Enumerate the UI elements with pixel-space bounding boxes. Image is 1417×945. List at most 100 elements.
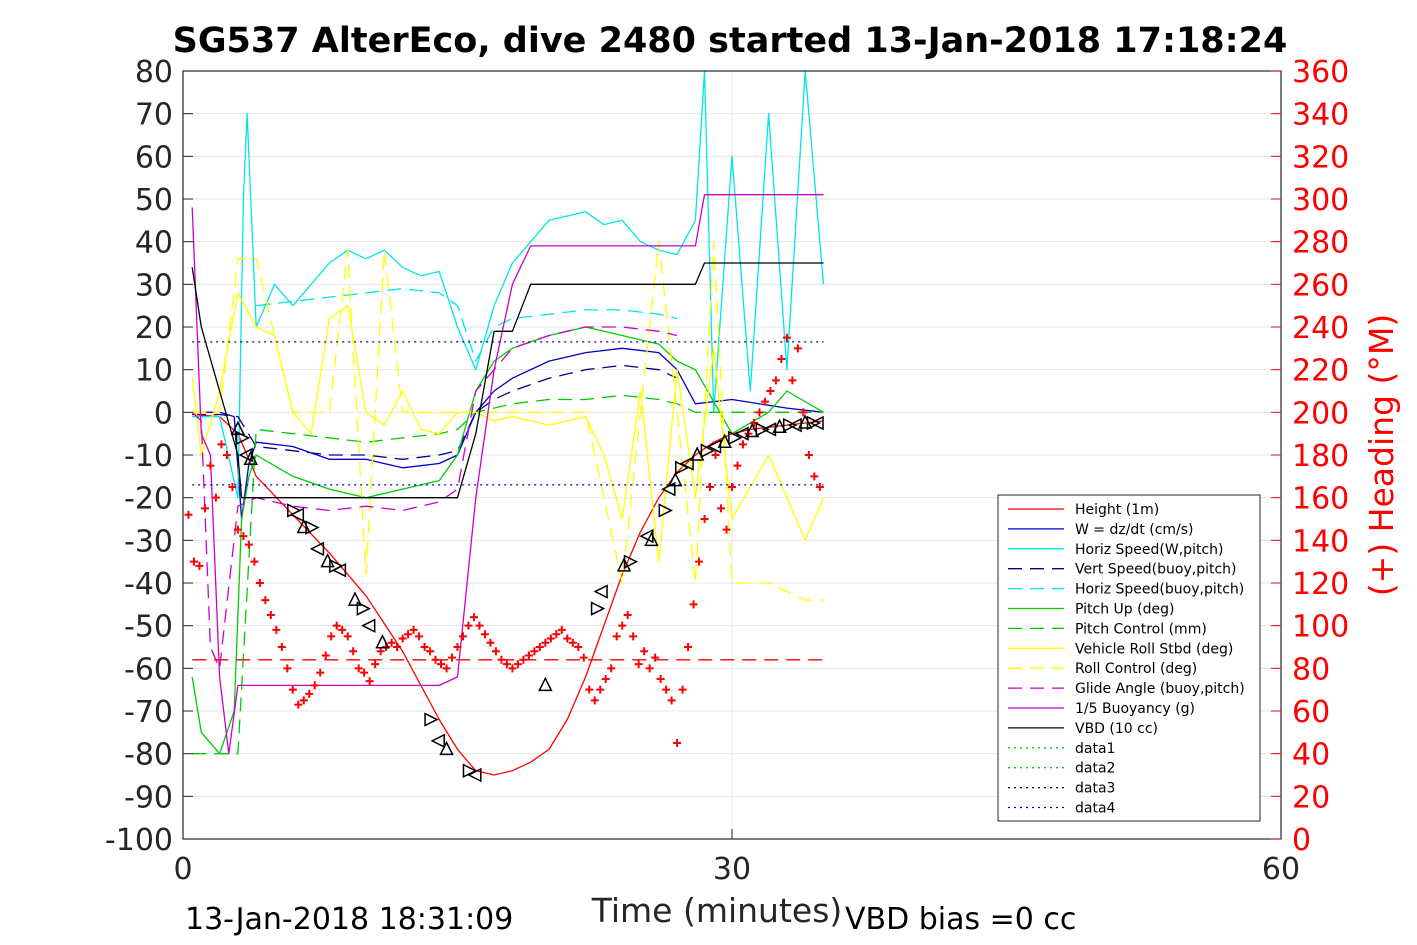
depth-marker [593, 584, 608, 599]
depth-marker [644, 531, 659, 547]
y-right-tick-label: 60 [1292, 695, 1330, 730]
legend-label: data4 [1075, 801, 1116, 817]
heading-point [590, 696, 599, 705]
depth-marker [424, 712, 439, 727]
depth-marker [356, 601, 372, 616]
heading-point [656, 675, 665, 683]
heading-point [645, 664, 654, 673]
heading-point [255, 579, 264, 587]
depth-marker [772, 418, 787, 434]
y-right-tick-label: 240 [1292, 311, 1349, 346]
series-line [191, 326, 824, 755]
heading-point [316, 668, 325, 677]
heading-point [530, 647, 539, 656]
y-tick-label: 10 [135, 354, 173, 389]
y-tick-label: 0 [154, 396, 173, 431]
heading-point [541, 638, 550, 647]
y-tick-label: 60 [135, 140, 173, 175]
series-layer [191, 70, 825, 776]
heading-point [519, 655, 528, 664]
depth-marker [623, 554, 639, 569]
heading-point [607, 664, 616, 673]
depth-marker [538, 676, 553, 692]
y-right-tick-label: 140 [1292, 524, 1349, 559]
y-tick-label: 40 [135, 226, 173, 261]
y-right-tick-label: 180 [1292, 439, 1349, 474]
heading-point [524, 651, 533, 660]
series-line [256, 287, 678, 362]
depth-marker [679, 456, 694, 471]
depth-marker [700, 443, 716, 458]
legend-label: VBD (10 cc) [1075, 721, 1158, 737]
y-right-tick-label: 20 [1292, 780, 1330, 815]
heading-point [579, 653, 588, 662]
depth-marker [439, 740, 454, 756]
heading-point [684, 643, 693, 651]
heading-point [733, 461, 742, 470]
x-axis-label: Time (minutes) [591, 891, 843, 930]
depth-marker [668, 471, 683, 487]
marker-layer [184, 333, 824, 783]
heading-point [349, 647, 358, 656]
heading-point [288, 685, 297, 694]
y-tick-label: -50 [124, 610, 173, 645]
heading-point [618, 621, 627, 630]
y-right-tick-label: 0 [1292, 823, 1311, 858]
depth-marker [305, 520, 320, 535]
heading-point [695, 557, 704, 566]
depth-marker [806, 415, 822, 431]
series-line [192, 364, 678, 460]
heading-point [195, 561, 204, 570]
heading-point [667, 696, 676, 705]
y-right-tick-label: 100 [1292, 610, 1349, 645]
legend-label: Horiz Speed(buoy,pitch) [1075, 582, 1244, 598]
heading-point [793, 344, 802, 353]
legend-label: Pitch Up (deg) [1075, 602, 1174, 618]
depth-marker [235, 430, 251, 446]
depth-marker [467, 767, 482, 783]
y-tick-label: 80 [135, 55, 173, 90]
legend-label: Vehicle Roll Stbd (deg) [1075, 641, 1233, 657]
heading-point [404, 630, 413, 639]
depth-marker [430, 733, 445, 749]
heading-point [513, 660, 522, 669]
y-tick-label: -40 [124, 567, 173, 602]
footer-vbd-bias: VBD bias =0 cc [845, 902, 1076, 937]
heading-point [557, 625, 566, 634]
x-tick-label: 0 [173, 852, 192, 887]
heading-point [239, 532, 248, 541]
heading-point [228, 483, 237, 491]
heading-point [338, 625, 347, 634]
heading-point [469, 613, 478, 622]
heading-point [574, 643, 583, 651]
heading-point [310, 681, 319, 690]
heading-point [629, 632, 638, 641]
heading-point [222, 451, 231, 459]
depth-marker [331, 562, 347, 578]
y-right-tick-label: 360 [1292, 55, 1349, 90]
heading-point [782, 333, 791, 342]
heading-point [294, 700, 303, 709]
depth-marker [809, 415, 824, 431]
heading-point [420, 643, 429, 651]
y-right-tick-label: 200 [1292, 396, 1349, 431]
y-right-tick-label: 80 [1292, 652, 1330, 687]
heading-point [327, 632, 336, 641]
y-right-tick-label: 260 [1292, 268, 1349, 303]
heading-point [266, 611, 275, 619]
legend-label: Vert Speed(buoy,pitch) [1075, 562, 1237, 578]
heading-point [437, 660, 446, 669]
y-tick-label: -60 [124, 652, 173, 687]
heading-point [766, 387, 775, 395]
heading-point [387, 638, 396, 647]
y-tick-label: 50 [135, 183, 173, 218]
heading-point [706, 483, 715, 491]
heading-point [771, 376, 780, 385]
legend-label: Roll Control (deg) [1075, 661, 1197, 677]
heading-point [502, 660, 511, 669]
depth-marker [309, 541, 325, 557]
heading-point [277, 643, 286, 651]
x-tick-label: 60 [1262, 852, 1300, 887]
y-right-tick-label: 300 [1292, 183, 1349, 218]
heading-point [211, 493, 220, 502]
